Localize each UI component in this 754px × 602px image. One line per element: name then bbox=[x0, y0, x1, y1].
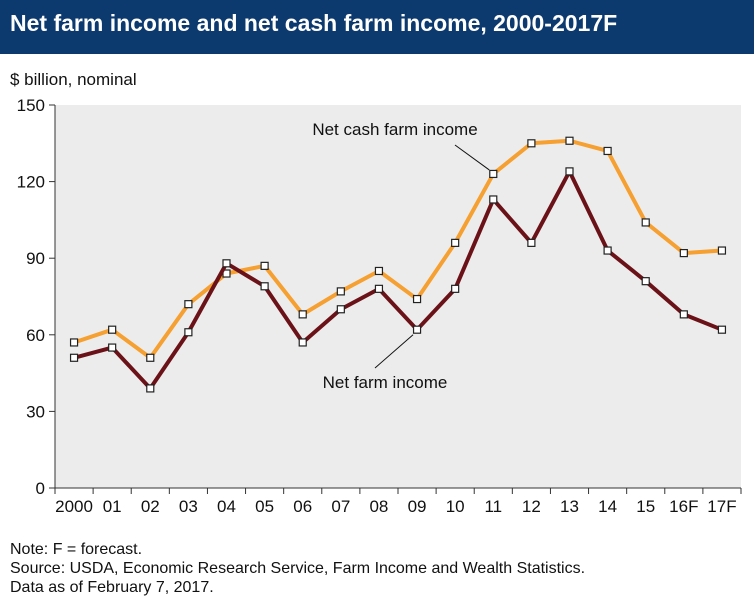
leader-line bbox=[374, 334, 414, 369]
x-tick-label: 02 bbox=[141, 497, 160, 516]
data-point bbox=[565, 136, 574, 145]
x-tick-label: 06 bbox=[293, 497, 312, 516]
data-point bbox=[717, 246, 727, 255]
data-point bbox=[69, 353, 79, 362]
data-point bbox=[679, 310, 688, 319]
data-point bbox=[108, 343, 117, 352]
x-tick-label: 2000 bbox=[55, 497, 93, 516]
data-point bbox=[222, 259, 231, 268]
y-tick-label: 30 bbox=[26, 402, 45, 421]
series-label-net-cash-farm-income: Net cash farm income bbox=[312, 120, 477, 139]
x-tick-label: 07 bbox=[331, 497, 350, 516]
x-tick-label: 01 bbox=[103, 497, 122, 516]
x-tick-label: 10 bbox=[446, 497, 465, 516]
line-chart: 0 30 60 90 120 150 2000 01 02 03 04 05 06 07 08 09 10 11… bbox=[17, 96, 742, 516]
title-bar: Net farm income and net cash farm income… bbox=[0, 0, 754, 54]
x-tick-label: 17F bbox=[707, 497, 736, 516]
series-layer bbox=[69, 136, 727, 393]
annotations: Net cash farm income Net farm income bbox=[312, 120, 490, 392]
data-point bbox=[336, 305, 345, 314]
y-tick-label: 150 bbox=[17, 96, 45, 115]
y-tick-label: 0 bbox=[36, 479, 45, 498]
x-tick-label: 09 bbox=[408, 497, 427, 516]
data-point bbox=[374, 284, 384, 293]
x-tick-label: 11 bbox=[484, 497, 502, 516]
data-point bbox=[679, 248, 688, 258]
data-point bbox=[298, 338, 307, 347]
footer-source: Source: USDA, Economic Research Service,… bbox=[10, 560, 586, 577]
data-point bbox=[412, 294, 422, 304]
y-tick-label: 120 bbox=[17, 173, 45, 192]
x-tick-label: 08 bbox=[369, 497, 388, 516]
x-tick-label: 15 bbox=[636, 497, 655, 516]
data-point bbox=[146, 353, 155, 362]
data-point bbox=[69, 338, 79, 347]
x-tick-label: 04 bbox=[217, 497, 236, 516]
data-point bbox=[489, 169, 498, 179]
leader-line bbox=[454, 144, 490, 171]
data-point bbox=[374, 266, 384, 276]
x-axis: 2000 01 02 03 04 05 06 07 08 09 10 11 12 13 14 15 16F 17F bbox=[54, 487, 742, 516]
data-point bbox=[298, 310, 307, 319]
data-point bbox=[603, 146, 612, 156]
x-tick-label: 03 bbox=[179, 497, 198, 516]
data-point bbox=[451, 238, 460, 247]
series-line bbox=[73, 138, 723, 360]
data-point bbox=[146, 384, 155, 393]
series-net-farm-income bbox=[69, 167, 727, 393]
footer-notes: Note: F = forecast. Source: USDA, Econom… bbox=[10, 540, 585, 597]
series-net-cash-farm-income bbox=[69, 136, 727, 362]
data-point bbox=[641, 218, 650, 227]
x-tick-label: 16F bbox=[669, 497, 698, 516]
chart-title: Net farm income and net cash farm income… bbox=[10, 10, 618, 36]
data-point bbox=[527, 139, 536, 148]
data-point bbox=[260, 261, 269, 270]
data-point bbox=[565, 167, 574, 176]
series-label-net-farm-income: Net farm income bbox=[323, 373, 448, 392]
data-point bbox=[527, 238, 536, 247]
data-point bbox=[717, 325, 727, 334]
data-point bbox=[260, 282, 269, 291]
y-tick-label: 60 bbox=[26, 326, 45, 345]
data-point bbox=[184, 328, 193, 337]
data-point bbox=[336, 287, 345, 296]
data-point bbox=[184, 300, 193, 309]
y-tick-label: 90 bbox=[26, 249, 45, 268]
footer-date: Data as of February 7, 2017. bbox=[10, 579, 214, 596]
plot-area bbox=[55, 105, 741, 488]
data-point bbox=[108, 325, 117, 334]
data-point bbox=[489, 195, 498, 204]
data-point bbox=[641, 277, 650, 286]
series-line bbox=[73, 169, 723, 391]
x-tick-label: 14 bbox=[598, 497, 617, 516]
x-tick-label: 05 bbox=[255, 497, 274, 516]
data-point bbox=[603, 246, 612, 255]
footer-note: Note: F = forecast. bbox=[10, 541, 143, 558]
y-axis: 0 30 60 90 120 150 bbox=[17, 96, 56, 498]
data-point bbox=[412, 325, 422, 334]
x-tick-label: 13 bbox=[560, 497, 579, 516]
x-tick-label: 12 bbox=[522, 497, 541, 516]
y-axis-unit-label: $ billion, nominal bbox=[10, 70, 137, 89]
data-point bbox=[451, 284, 460, 293]
